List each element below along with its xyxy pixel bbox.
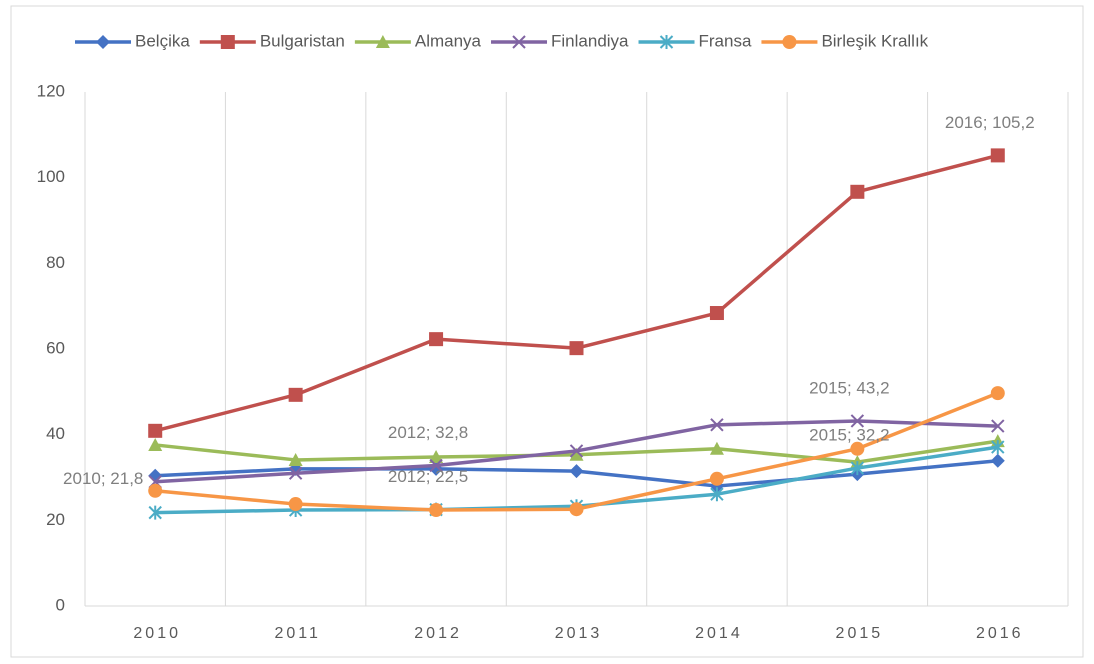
marker xyxy=(569,341,584,356)
marker xyxy=(782,35,797,49)
marker xyxy=(709,306,724,321)
marker xyxy=(991,440,1005,455)
data-label: 2012; 32,8 xyxy=(388,423,468,442)
legend-item: Almanya xyxy=(354,31,482,50)
marker xyxy=(429,449,444,463)
marker xyxy=(569,502,584,517)
x-tick-label: 2010 xyxy=(133,625,181,642)
marker xyxy=(429,503,444,518)
marker xyxy=(96,35,110,49)
marker xyxy=(709,471,724,486)
data-label: 2012; 22,5 xyxy=(388,467,468,486)
marker xyxy=(710,418,724,432)
marker xyxy=(850,461,865,476)
marker xyxy=(288,497,303,512)
chart-frame xyxy=(10,5,1084,658)
x-tick-label: 2016 xyxy=(976,625,1024,642)
legend-label: Belçika xyxy=(135,31,190,50)
legend-item: Finlandiya xyxy=(491,31,629,50)
data-label: 2016; 105,2 xyxy=(945,113,1035,132)
marker xyxy=(710,487,724,502)
legend-label: Almanya xyxy=(415,31,482,50)
x-tick-label: 2014 xyxy=(695,625,743,642)
legend-label: Finlandiya xyxy=(551,31,629,50)
legend-item: Birleşik Krallık xyxy=(761,31,929,50)
marker xyxy=(569,447,584,461)
marker xyxy=(288,452,303,466)
marker xyxy=(512,35,526,49)
y-tick-label: 60 xyxy=(46,338,65,357)
data-label: 2015; 43,2 xyxy=(809,378,889,397)
legend-item: Belçika xyxy=(75,31,190,50)
marker xyxy=(375,35,390,48)
marker xyxy=(659,35,674,49)
series xyxy=(148,414,1005,489)
marker xyxy=(288,466,303,480)
legend-label: Bulgaristan xyxy=(260,31,345,50)
y-tick-label: 40 xyxy=(46,424,65,443)
x-tick-label: 2013 xyxy=(555,625,603,642)
x-tick-label: 2011 xyxy=(274,625,320,642)
y-tick-label: 20 xyxy=(46,510,65,529)
legend-label: Fransa xyxy=(699,31,752,50)
marker xyxy=(991,419,1005,433)
series xyxy=(148,386,1005,518)
marker xyxy=(990,386,1005,401)
marker xyxy=(220,35,235,49)
marker xyxy=(990,148,1005,163)
marker xyxy=(569,464,584,479)
x-tick-label: 2015 xyxy=(836,625,884,642)
marker xyxy=(148,437,163,451)
legend-item: Fransa xyxy=(638,31,752,50)
marker xyxy=(148,505,162,520)
marker xyxy=(148,423,163,438)
y-tick-label: 100 xyxy=(37,167,65,186)
legend-label: Birleşik Krallık xyxy=(821,31,928,50)
marker xyxy=(569,444,584,458)
data-label: 2015; 32,2 xyxy=(809,426,889,445)
marker xyxy=(429,458,443,473)
data-label: 2010; 21,8 xyxy=(63,469,143,488)
y-tick-label: 120 xyxy=(37,81,65,100)
marker xyxy=(850,414,865,428)
legend-item: Bulgaristan xyxy=(199,31,345,50)
y-tick-label: 80 xyxy=(46,253,65,272)
y-tick-label: 0 xyxy=(56,595,65,614)
marker xyxy=(148,483,163,498)
series xyxy=(148,148,1005,438)
marker xyxy=(288,387,303,402)
marker xyxy=(850,184,865,199)
marker xyxy=(709,441,724,455)
marker xyxy=(429,332,444,347)
marker xyxy=(990,453,1005,468)
x-tick-label: 2012 xyxy=(414,625,462,642)
marker xyxy=(850,441,865,456)
